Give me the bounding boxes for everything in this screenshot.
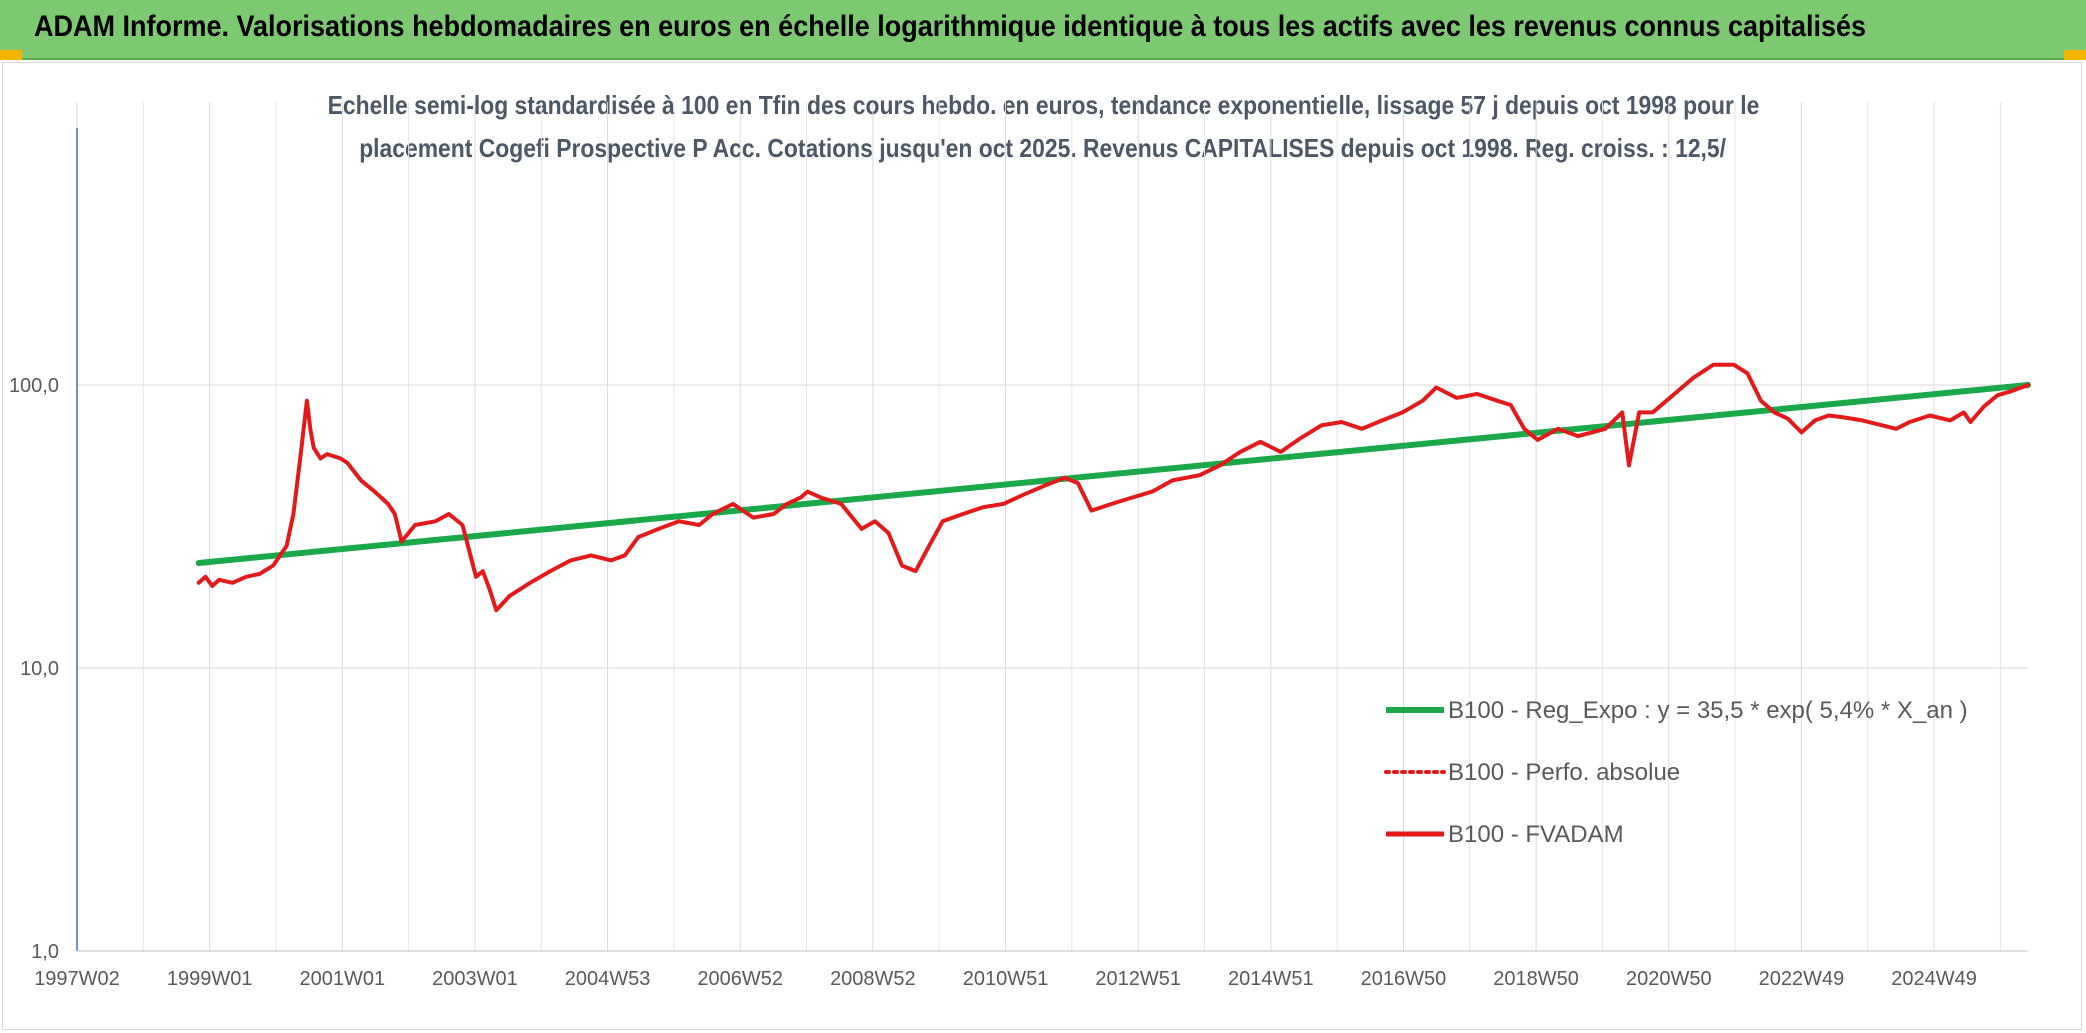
y-tick-label: 100,0 (9, 375, 59, 397)
x-tick-label: 2012W51 (1095, 968, 1181, 990)
x-tick-label: 2004W53 (565, 968, 651, 990)
legend-label: B100 - Perfo. absolue (1448, 759, 1680, 786)
x-tick-label: 2001W01 (299, 968, 385, 990)
x-tick-label: 2003W01 (432, 968, 518, 990)
grid (76, 102, 2028, 952)
corner-mark-right (2064, 50, 2086, 60)
x-tick-label: 2018W50 (1493, 968, 1579, 990)
y-tick-label: 10,0 (20, 658, 59, 680)
x-tick-label: 1999W01 (167, 968, 253, 990)
x-tick-label: 2022W49 (1759, 968, 1845, 990)
series-line-fvadam (196, 362, 2030, 613)
x-tick-label: 2024W49 (1891, 968, 1977, 990)
legend-label: B100 - Reg_Expo : y = 35,5 * exp( 5,4% *… (1448, 697, 1968, 724)
series (195, 362, 2031, 613)
chart-frame (2, 62, 2082, 1030)
x-tick-label: 2006W52 (697, 968, 783, 990)
chart-title-line-1: Echelle semi-log standardisée à 100 en T… (327, 90, 1759, 120)
y-tick-label: 1,0 (31, 941, 59, 963)
corner-mark-left (0, 50, 22, 60)
series-line-regression (195, 382, 2031, 566)
x-tick-label: 2008W52 (830, 968, 916, 990)
axes: 1997W02 1999W01 2001W01 2003W01 2004W53 2006W… (9, 128, 2028, 990)
legend: B100 - Reg_Expo : y = 35,5 * exp( 5,4% *… (1384, 697, 1968, 848)
x-tick-label: 2010W51 (963, 968, 1049, 990)
x-tick-label: 2016W50 (1361, 968, 1447, 990)
header-banner: ADAM Informe. Valorisations hebdomadaire… (0, 0, 2086, 60)
x-tick-label: 2014W51 (1228, 968, 1314, 990)
x-tick-label: 1997W02 (34, 968, 120, 990)
chart-title-line-2: placement Cogefi Prospective P Acc. Cota… (359, 133, 1727, 163)
x-tick-label: 2020W50 (1626, 968, 1712, 990)
page-title: ADAM Informe. Valorisations hebdomadaire… (34, 10, 1867, 43)
legend-label: B100 - FVADAM (1448, 821, 1624, 848)
